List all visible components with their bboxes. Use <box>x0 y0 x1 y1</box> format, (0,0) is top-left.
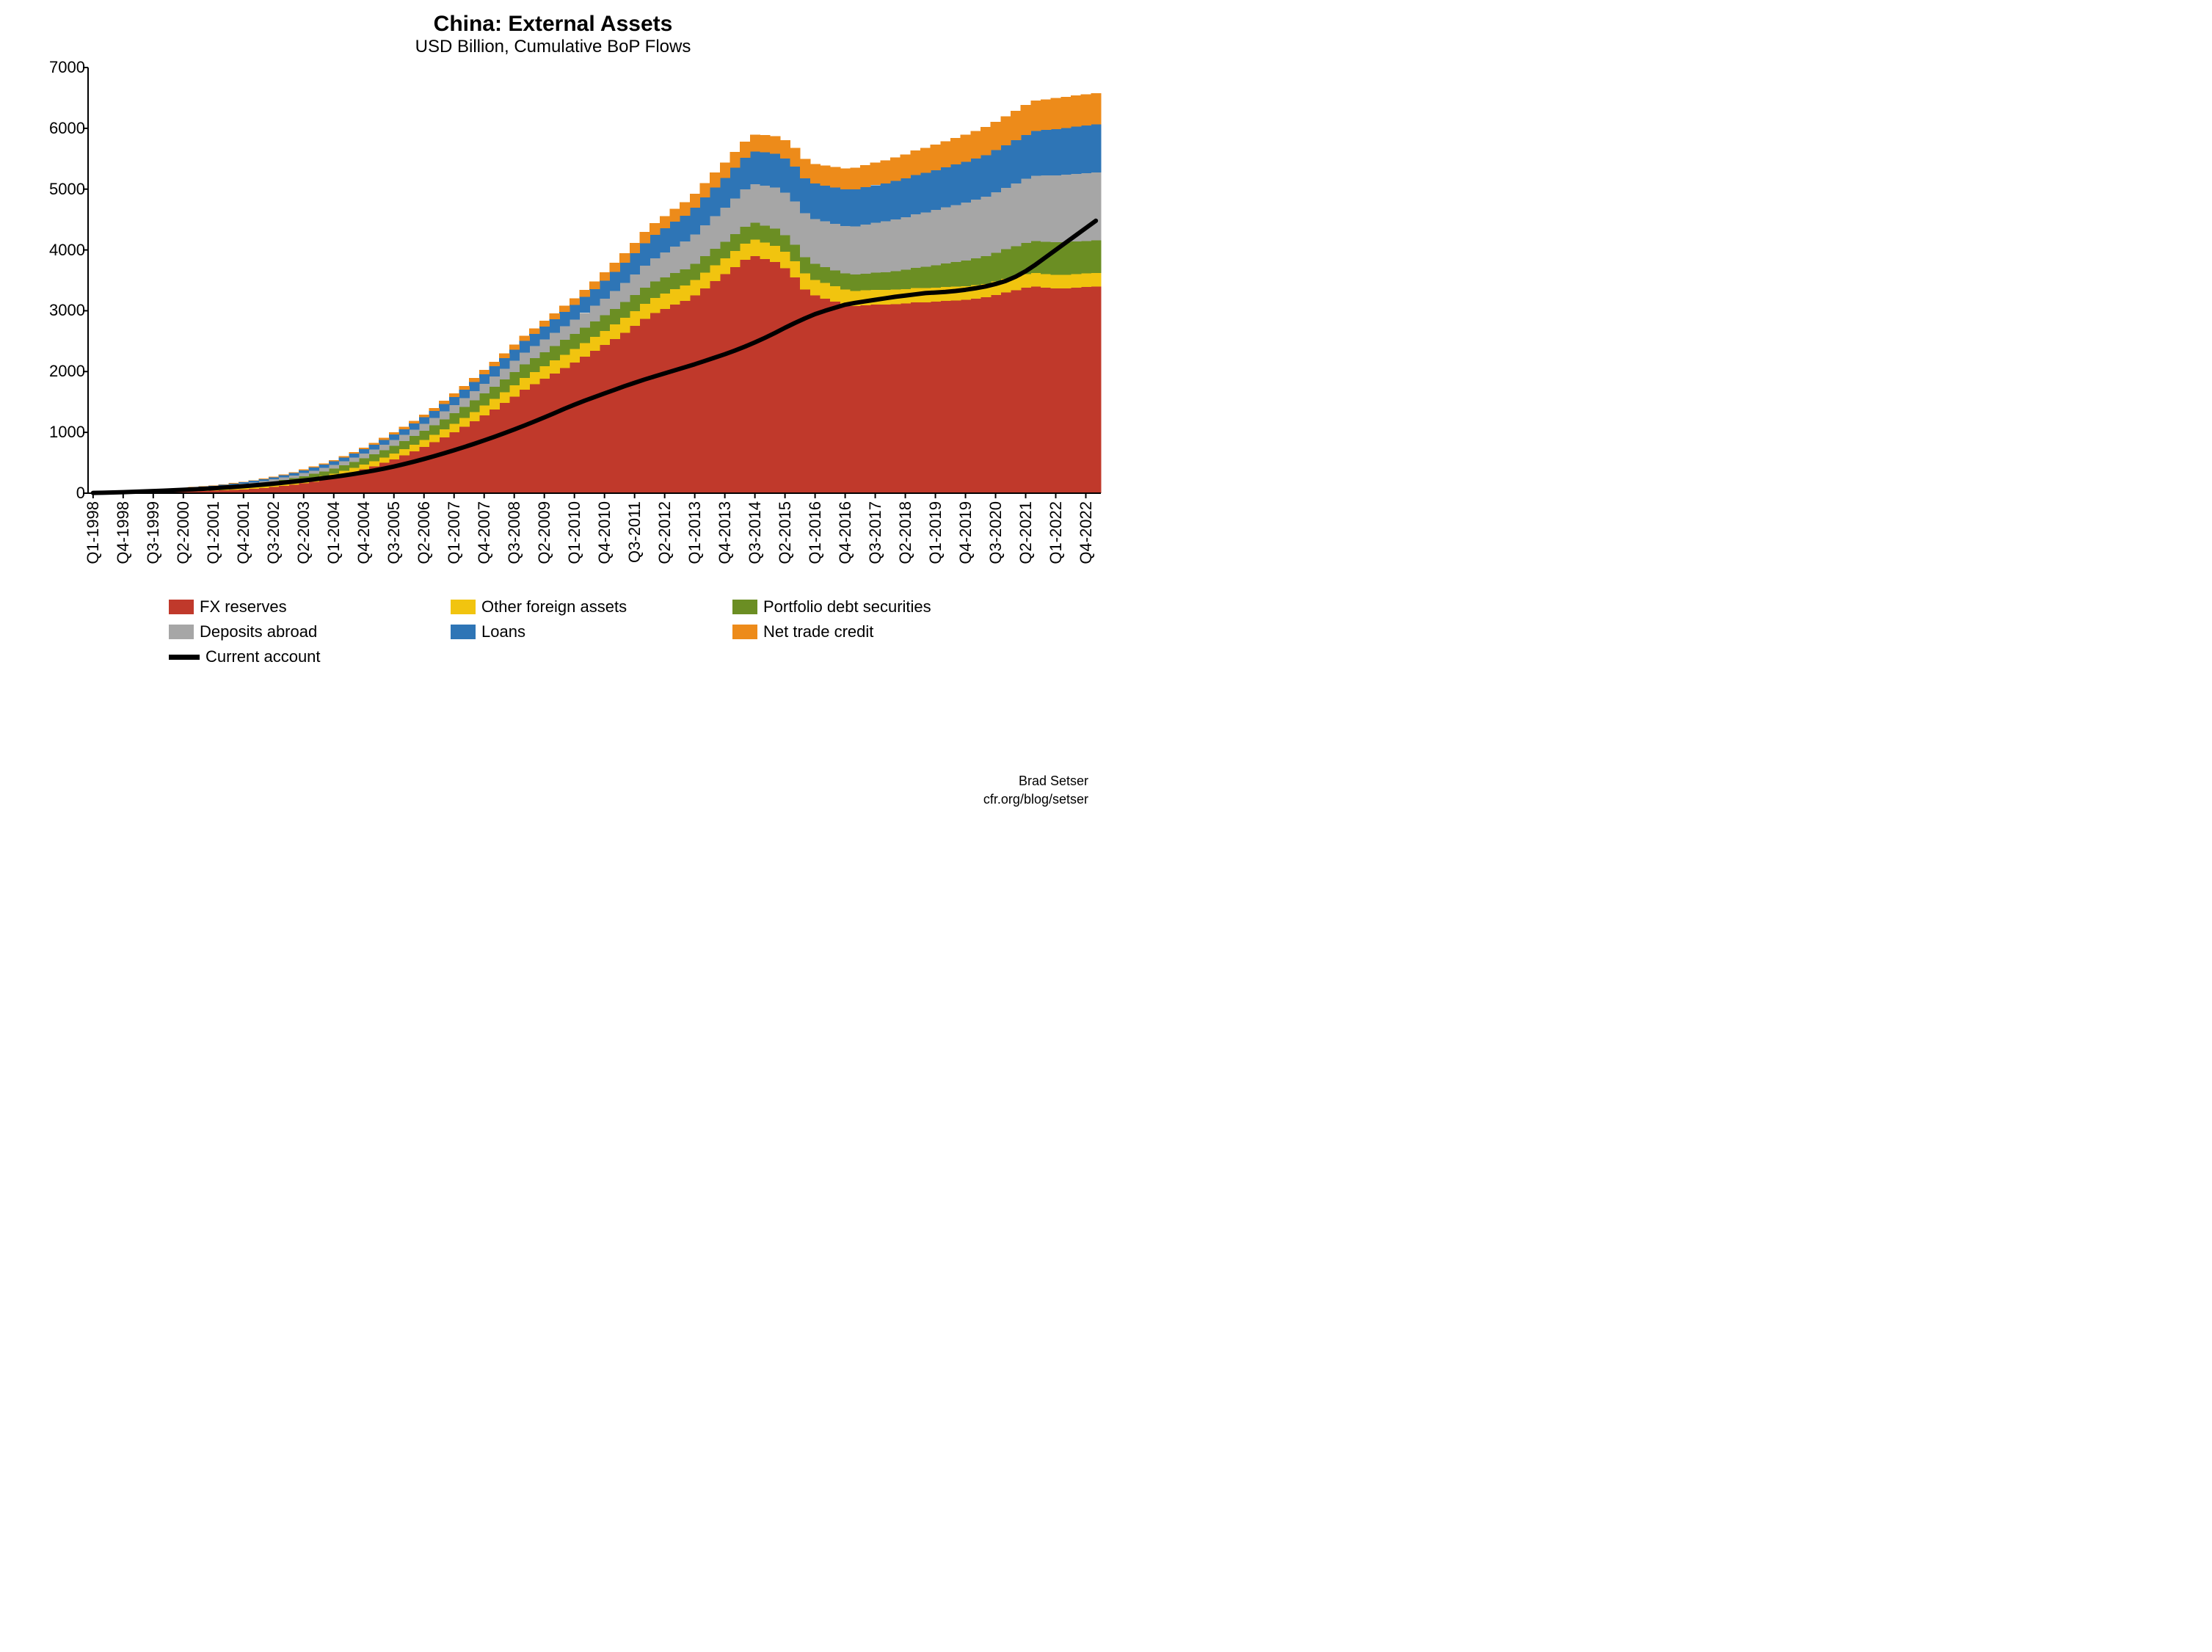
chart-plot <box>88 68 1101 508</box>
x-tick-label: Q4-2016 <box>836 501 855 564</box>
x-tick-label: Q1-2007 <box>445 501 464 564</box>
x-tick-label: Q3-2020 <box>986 501 1005 564</box>
chart-page: China: External Assets USD Billion, Cumu… <box>0 0 1106 826</box>
legend-line-icon <box>169 655 200 660</box>
legend-item: FX reserves <box>169 597 426 616</box>
legend-item: Loans <box>451 622 707 641</box>
x-tick-label: Q4-2010 <box>595 501 614 564</box>
legend-swatch <box>169 600 194 614</box>
x-tick-label: Q1-2022 <box>1047 501 1066 564</box>
x-tick-label: Q4-2019 <box>956 501 975 564</box>
legend-swatch <box>169 625 194 639</box>
x-tick-label: Q2-2000 <box>174 501 193 564</box>
x-tick-label: Q1-2004 <box>324 501 343 564</box>
attribution: Brad Setser cfr.org/blog/setser <box>983 772 1088 808</box>
x-tick-label: Q2-2006 <box>415 501 434 564</box>
x-tick-label: Q2-2018 <box>896 501 915 564</box>
legend-label: Deposits abroad <box>200 622 317 641</box>
legend-item: Deposits abroad <box>169 622 426 641</box>
x-tick-label: Q1-2010 <box>565 501 584 564</box>
legend-item: Net trade credit <box>732 622 989 641</box>
legend-swatch <box>451 625 476 639</box>
x-tick-label: Q4-2001 <box>234 501 253 564</box>
x-tick-label: Q3-2005 <box>385 501 404 564</box>
y-tick-label: 6000 <box>49 119 85 138</box>
legend-swatch <box>732 600 757 614</box>
x-tick-label: Q3-2011 <box>625 501 644 563</box>
legend-swatch <box>732 625 757 639</box>
x-tick-label: Q4-2004 <box>354 501 374 564</box>
x-tick-label: Q3-2014 <box>746 501 765 564</box>
legend-swatch <box>451 600 476 614</box>
x-tick-label: Q2-2021 <box>1016 501 1036 564</box>
x-tick-label: Q4-1998 <box>114 501 133 564</box>
chart-title: China: External Assets <box>22 12 1084 37</box>
x-tick-label: Q1-2013 <box>685 501 705 564</box>
y-tick-label: 2000 <box>49 362 85 381</box>
x-tick-label: Q2-2012 <box>655 501 674 564</box>
y-tick-label: 4000 <box>49 241 85 260</box>
x-tick-label: Q2-2015 <box>776 501 795 564</box>
attribution-source: cfr.org/blog/setser <box>983 790 1088 808</box>
title-block: China: External Assets USD Billion, Cumu… <box>22 12 1084 57</box>
legend-item: Current account <box>169 647 426 666</box>
legend-label: Portfolio debt securities <box>763 597 931 616</box>
legend-label: Current account <box>205 647 321 666</box>
x-axis-labels: Q1-1998Q4-1998Q3-1999Q2-2000Q1-2001Q4-20… <box>88 501 1101 597</box>
x-tick-label: Q2-2009 <box>535 501 554 564</box>
legend-label: Loans <box>481 622 525 641</box>
legend-item: Portfolio debt securities <box>732 597 989 616</box>
x-tick-label: Q3-1999 <box>144 501 163 564</box>
y-tick-label: 5000 <box>49 180 85 199</box>
y-tick-label: 1000 <box>49 423 85 442</box>
y-tick-label: 7000 <box>49 58 85 77</box>
x-tick-label: Q1-2001 <box>204 501 223 564</box>
x-tick-label: Q1-1998 <box>84 501 103 564</box>
y-tick-label: 3000 <box>49 301 85 320</box>
x-tick-label: Q3-2017 <box>866 501 885 564</box>
x-tick-label: Q1-2019 <box>926 501 945 564</box>
legend-label: Net trade credit <box>763 622 873 641</box>
x-tick-label: Q3-2008 <box>505 501 524 564</box>
y-axis: 01000200030004000500060007000 <box>22 68 88 493</box>
x-tick-label: Q1-2016 <box>806 501 825 564</box>
x-tick-label: Q3-2002 <box>264 501 283 564</box>
x-tick-label: Q4-2007 <box>475 501 494 564</box>
legend-label: Other foreign assets <box>481 597 627 616</box>
x-tick-label: Q4-2022 <box>1077 501 1096 564</box>
chart-subtitle: USD Billion, Cumulative BoP Flows <box>22 37 1084 57</box>
x-tick-label: Q4-2013 <box>716 501 735 564</box>
x-tick-label: Q2-2003 <box>294 501 313 564</box>
chart-legend: FX reserves Other foreign assets Portfolio… <box>169 597 1101 666</box>
legend-label: FX reserves <box>200 597 287 616</box>
legend-item: Other foreign assets <box>451 597 707 616</box>
attribution-author: Brad Setser <box>983 772 1088 790</box>
chart-area: 01000200030004000500060007000 Q1-1998Q4-… <box>22 68 1084 589</box>
